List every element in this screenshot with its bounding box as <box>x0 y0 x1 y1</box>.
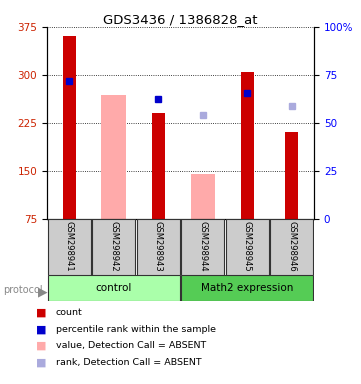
Bar <box>92 219 135 275</box>
Bar <box>270 219 313 275</box>
Text: GSM298945: GSM298945 <box>243 222 252 272</box>
Title: GDS3436 / 1386828_at: GDS3436 / 1386828_at <box>103 13 258 26</box>
Text: count: count <box>56 308 83 318</box>
Bar <box>101 95 126 219</box>
Bar <box>48 219 91 275</box>
Text: ■: ■ <box>36 308 47 318</box>
Bar <box>62 36 76 219</box>
Text: GSM298944: GSM298944 <box>198 222 207 272</box>
Text: protocol: protocol <box>4 285 43 295</box>
Text: ■: ■ <box>36 358 47 367</box>
Text: control: control <box>96 283 132 293</box>
Text: ■: ■ <box>36 341 47 351</box>
Bar <box>226 219 269 275</box>
Text: GSM298941: GSM298941 <box>65 222 74 272</box>
Bar <box>240 72 254 219</box>
Text: GSM298946: GSM298946 <box>287 221 296 272</box>
Bar <box>191 174 215 219</box>
Bar <box>48 275 180 301</box>
Bar <box>181 275 313 301</box>
Text: value, Detection Call = ABSENT: value, Detection Call = ABSENT <box>56 341 206 351</box>
Text: Math2 expression: Math2 expression <box>201 283 293 293</box>
Text: ■: ■ <box>36 324 47 334</box>
Text: rank, Detection Call = ABSENT: rank, Detection Call = ABSENT <box>56 358 201 367</box>
Bar <box>285 132 299 219</box>
Text: ▶: ▶ <box>38 285 48 298</box>
Text: GSM298942: GSM298942 <box>109 222 118 272</box>
Bar <box>137 219 180 275</box>
Text: GSM298943: GSM298943 <box>154 221 163 272</box>
Bar <box>152 113 165 219</box>
Bar <box>181 219 224 275</box>
Text: percentile rank within the sample: percentile rank within the sample <box>56 325 216 334</box>
